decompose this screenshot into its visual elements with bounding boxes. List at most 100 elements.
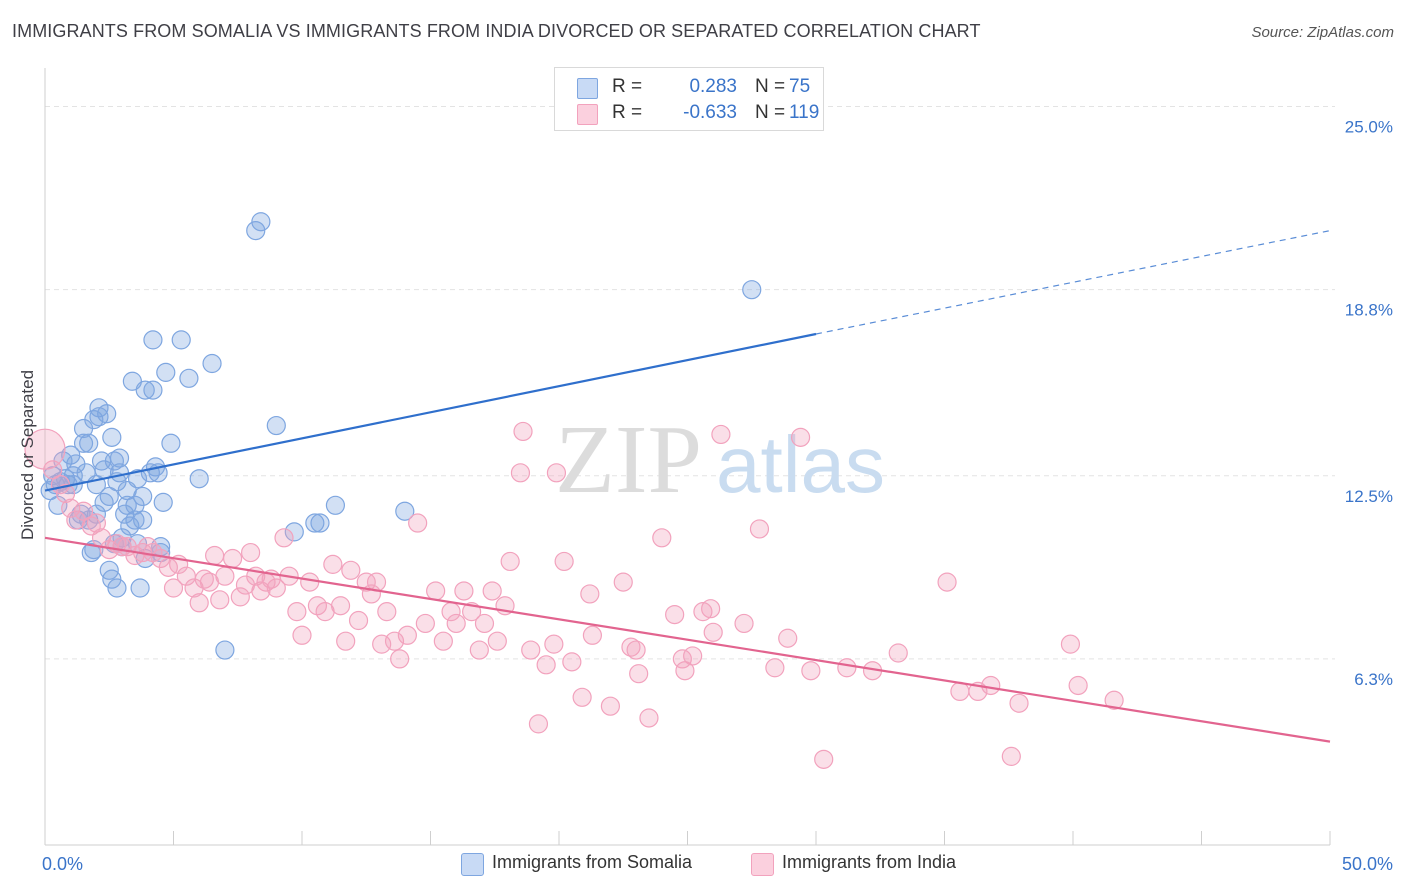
point-1-72: [500, 551, 520, 572]
india-n-value: 119: [789, 102, 820, 123]
point-1-61: [426, 581, 446, 601]
point-1-78: [554, 551, 574, 572]
data-points: [24, 212, 1124, 769]
point-0-79: [742, 280, 762, 300]
point-1-57: [390, 649, 410, 669]
y-tick-label-3: 25.0%: [1345, 118, 1393, 137]
point-1-41: [287, 602, 307, 622]
point-1-47: [330, 596, 351, 616]
somalia-r-value: 0.283: [689, 76, 737, 97]
point-1-118: [703, 622, 723, 642]
point-1-109: [1060, 634, 1081, 654]
point-0-54: [135, 380, 155, 400]
point-1-29: [215, 566, 235, 586]
point-0-29: [97, 404, 117, 424]
x-tick-label-min: 0.0%: [42, 854, 83, 874]
point-1-103: [937, 572, 957, 592]
point-1-33: [241, 542, 261, 563]
point-1-111: [1104, 690, 1124, 710]
point-0-77: [325, 495, 346, 515]
somalia-swatch: [577, 78, 598, 99]
point-1-74: [521, 640, 541, 660]
india-r-value: -0.633: [683, 102, 737, 123]
r-label: R =: [612, 102, 643, 123]
point-0-72: [251, 212, 271, 232]
point-1-106: [981, 675, 1001, 696]
point-0-69: [202, 353, 222, 374]
watermark-atlas: atlas: [716, 420, 885, 509]
trend-line-1: [44, 536, 1331, 743]
r-label: R =: [612, 76, 643, 97]
point-1-114: [580, 584, 600, 604]
point-1-59: [408, 513, 428, 533]
point-0-27: [94, 492, 114, 512]
point-1-0: [24, 428, 66, 470]
y-axis-label: Divorced or Separated: [18, 369, 37, 541]
point-0-52: [133, 486, 153, 507]
point-1-95: [765, 658, 785, 678]
point-1-44: [307, 596, 328, 616]
point-0-8: [61, 445, 81, 465]
point-1-1: [43, 460, 63, 480]
point-1-46: [323, 554, 343, 574]
point-1-27: [205, 545, 225, 566]
point-0-66: [171, 330, 191, 350]
point-1-70: [487, 631, 507, 651]
point-0-71: [246, 221, 266, 241]
point-1-87: [665, 604, 685, 625]
point-1-20: [163, 578, 184, 598]
point-1-80: [572, 687, 592, 707]
point-0-36: [107, 578, 127, 598]
point-0-65: [161, 433, 181, 453]
point-0-44: [117, 495, 137, 515]
point-1-104: [950, 681, 970, 702]
trend-line-0: [44, 332, 817, 492]
point-0-34: [104, 451, 124, 471]
point-1-50: [348, 610, 369, 631]
somalia-n-value: 75: [789, 76, 811, 97]
somalia-legend-swatch: [461, 853, 484, 876]
point-1-43: [300, 572, 320, 592]
trend-extension-0: [815, 230, 1331, 335]
point-1-77: [544, 634, 564, 654]
point-1-60: [415, 613, 435, 634]
point-1-83: [613, 572, 633, 592]
point-0-33: [102, 427, 122, 447]
point-0-73: [266, 415, 286, 436]
point-1-3: [55, 483, 76, 504]
point-1-30: [223, 548, 243, 569]
y-tick-label-2: 18.8%: [1345, 301, 1393, 320]
point-1-68: [474, 613, 495, 634]
point-1-28: [210, 590, 230, 610]
point-1-90: [693, 602, 713, 622]
point-1-48: [336, 631, 356, 651]
point-1-38: [266, 578, 286, 598]
watermark-zip: ZIP: [555, 406, 702, 514]
point-0-64: [156, 362, 176, 382]
point-0-58: [143, 330, 163, 350]
point-1-99: [814, 749, 834, 769]
point-1-84: [626, 640, 646, 660]
point-1-81: [582, 625, 603, 645]
point-1-113: [546, 463, 567, 483]
tick-labels: 6.3% 12.5% 18.8% 25.0% 0.0% 50.0%: [42, 118, 1393, 874]
point-1-6: [73, 501, 94, 521]
point-0-53: [133, 510, 153, 530]
point-1-116: [629, 664, 649, 684]
point-0-57: [143, 380, 163, 400]
point-1-86: [652, 528, 672, 548]
point-1-117: [672, 649, 692, 669]
point-1-93: [734, 613, 754, 634]
point-1-108: [1009, 693, 1029, 713]
grid-lines: [45, 106, 1335, 660]
point-0-68: [189, 469, 209, 489]
somalia-legend-label: Immigrants from Somalia: [492, 852, 693, 872]
series-0-points: [40, 212, 762, 660]
source-label: Source: ZipAtlas.com: [1251, 24, 1394, 41]
point-1-75: [528, 714, 549, 734]
india-swatch: [577, 104, 598, 125]
point-0-39: [109, 448, 130, 468]
india-legend-swatch: [751, 853, 774, 876]
point-1-85: [639, 708, 659, 728]
